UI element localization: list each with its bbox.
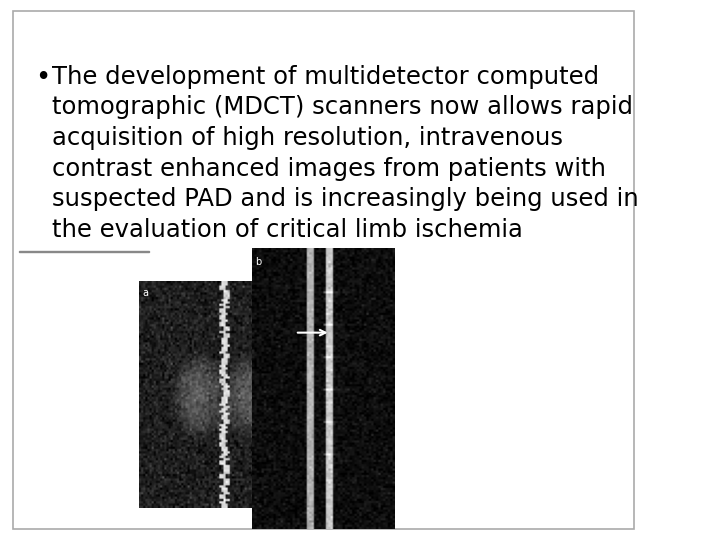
FancyBboxPatch shape [13, 11, 634, 529]
Text: The development of multidetector computed
tomographic (MDCT) scanners now allows: The development of multidetector compute… [52, 65, 639, 242]
FancyArrow shape [19, 251, 149, 252]
Text: •: • [35, 65, 51, 91]
Bar [139, 281, 307, 508]
